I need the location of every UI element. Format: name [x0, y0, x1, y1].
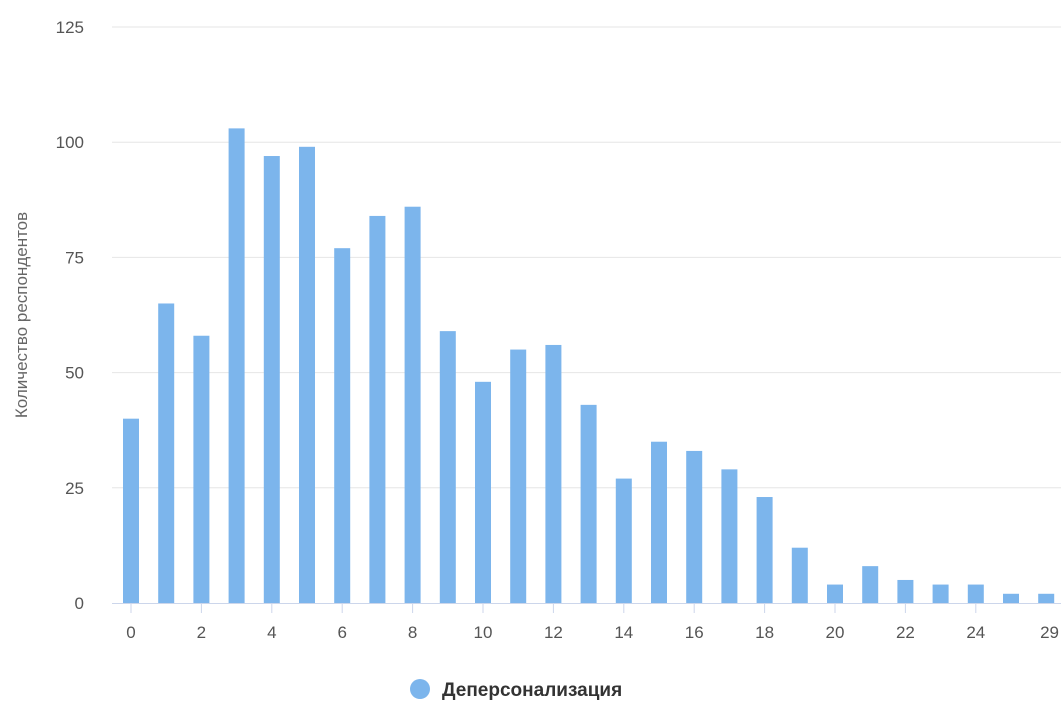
x-axis-ticks: 0 2 4 6 8 10 12 14 16 18 20 22 24 29	[126, 603, 1061, 642]
bar[interactable]	[862, 566, 878, 603]
y-tick-label: 25	[65, 479, 84, 498]
bar[interactable]	[581, 405, 597, 603]
y-tick-label: 75	[65, 248, 84, 267]
bar[interactable]	[229, 128, 245, 603]
bar[interactable]	[792, 548, 808, 603]
x-tick-label: 10	[474, 623, 493, 642]
bar[interactable]	[1003, 594, 1019, 603]
y-tick-label: 100	[56, 133, 84, 152]
bar[interactable]	[510, 350, 526, 603]
x-tick-label: 24	[966, 623, 985, 642]
x-tick-label: 2	[197, 623, 206, 642]
bar[interactable]	[264, 156, 280, 603]
bar[interactable]	[475, 382, 491, 603]
bar[interactable]	[897, 580, 913, 603]
bar[interactable]	[369, 216, 385, 603]
y-tick-label: 50	[65, 364, 84, 383]
x-tick-label: 6	[337, 623, 346, 642]
bar[interactable]	[193, 336, 209, 603]
x-tick-label: 22	[896, 623, 915, 642]
y-tick-label: 0	[75, 594, 84, 613]
bar[interactable]	[933, 585, 949, 603]
x-tick-label: 12	[544, 623, 563, 642]
y-axis-title: Количество респондентов	[12, 212, 31, 418]
y-tick-label: 125	[56, 18, 84, 37]
bar[interactable]	[123, 419, 139, 603]
x-tick-label: 0	[126, 623, 135, 642]
x-tick-label: 18	[755, 623, 774, 642]
legend[interactable]: Деперсонализация	[410, 679, 622, 701]
bar[interactable]	[721, 469, 737, 603]
x-tick-label: 16	[685, 623, 704, 642]
bar[interactable]	[1038, 594, 1054, 603]
bar[interactable]	[158, 303, 174, 603]
bar[interactable]	[651, 442, 667, 603]
x-tick-label: 4	[267, 623, 276, 642]
x-tick-label: 20	[826, 623, 845, 642]
bar[interactable]	[616, 479, 632, 603]
bar[interactable]	[299, 147, 315, 603]
bar[interactable]	[968, 585, 984, 603]
legend-symbol[interactable]	[410, 679, 430, 699]
legend-label[interactable]: Деперсонализация	[442, 680, 622, 701]
y-axis-ticks: 0 25 50 75 100 125	[56, 18, 84, 613]
bar[interactable]	[334, 248, 350, 603]
x-tick-label: 29	[1040, 623, 1059, 642]
bar[interactable]	[686, 451, 702, 603]
bar[interactable]	[440, 331, 456, 603]
bar[interactable]	[757, 497, 773, 603]
bars	[123, 128, 1061, 603]
bar[interactable]	[545, 345, 561, 603]
x-tick-label: 8	[408, 623, 417, 642]
bar[interactable]	[405, 207, 421, 603]
bar[interactable]	[827, 585, 843, 603]
x-tick-label: 14	[614, 623, 633, 642]
